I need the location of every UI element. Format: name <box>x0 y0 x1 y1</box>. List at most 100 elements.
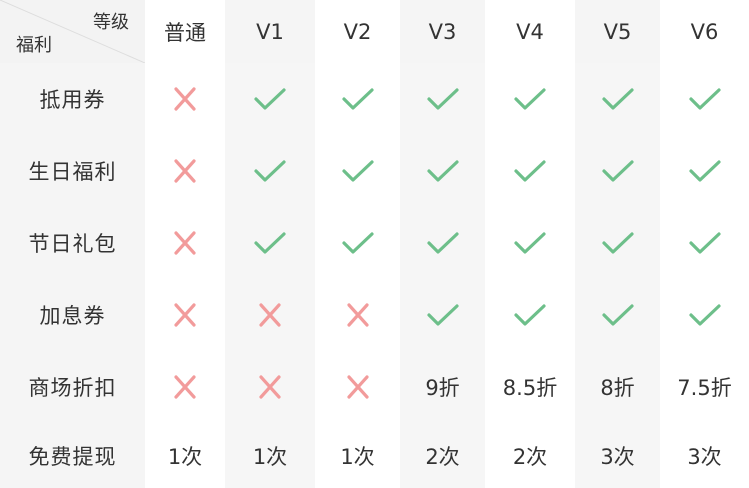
benefit-cell <box>225 279 315 351</box>
check-icon <box>426 232 459 254</box>
benefit-row: 加息券 <box>0 279 749 351</box>
benefit-cell <box>315 207 400 279</box>
benefit-cell <box>575 207 660 279</box>
level-header-5: V5 <box>575 0 660 63</box>
benefit-value: 9折 <box>425 376 460 400</box>
diagonal-divider <box>0 0 145 63</box>
benefit-cell <box>145 351 225 423</box>
benefit-cell <box>575 279 660 351</box>
benefit-row: 商场折扣 9折 8.5折 8折 7.5折 <box>0 351 749 423</box>
benefit-cell <box>400 135 485 207</box>
benefit-cell <box>400 207 485 279</box>
check-icon <box>688 232 721 254</box>
benefit-cell: 7.5折 <box>660 351 749 423</box>
benefit-cell: 8.5折 <box>485 351 575 423</box>
benefit-cell <box>225 63 315 135</box>
corner-benefit-label: 福利 <box>16 35 52 56</box>
check-icon <box>688 304 721 326</box>
benefit-cell <box>145 207 225 279</box>
benefit-value: 1次 <box>167 444 203 469</box>
level-header-1: V1 <box>225 0 315 63</box>
benefit-cell: 2次 <box>485 423 575 488</box>
check-icon <box>688 160 721 182</box>
benefit-value: 3次 <box>687 444 722 469</box>
benefit-label: 加息券 <box>0 279 145 351</box>
benefit-cell <box>315 279 400 351</box>
cross-icon <box>174 87 196 111</box>
benefit-value: 2次 <box>425 444 460 469</box>
benefit-label: 抵用券 <box>0 63 145 135</box>
benefit-row: 免费提现 1次 1次 1次 2次 2次 3次 3次 <box>0 423 749 488</box>
cross-icon <box>174 303 196 327</box>
benefit-cell <box>485 279 575 351</box>
benefit-cell <box>145 63 225 135</box>
benefit-row: 生日福利 <box>0 135 749 207</box>
benefits-table-body: 抵用券 生日福利 节日礼包 加息券 商场折扣 9折 8.5折 8折 7.5折免费提现 1次 1次 1次… <box>0 63 749 488</box>
level-header-3: V3 <box>400 0 485 63</box>
benefit-cell <box>660 63 749 135</box>
check-icon <box>514 304 546 326</box>
check-icon <box>601 88 634 110</box>
benefit-cell <box>225 207 315 279</box>
check-icon <box>341 232 374 254</box>
benefit-cell <box>145 135 225 207</box>
check-icon <box>688 88 721 110</box>
cross-icon <box>174 375 196 399</box>
level-header-0: 普通 <box>145 0 225 63</box>
cross-icon <box>346 375 369 399</box>
benefit-value: 8.5折 <box>502 376 558 400</box>
benefit-cell <box>660 207 749 279</box>
check-icon <box>601 304 634 326</box>
benefit-cell: 8折 <box>575 351 660 423</box>
benefit-cell <box>315 351 400 423</box>
benefit-cell <box>660 135 749 207</box>
benefit-cell: 3次 <box>660 423 749 488</box>
benefit-value: 1次 <box>340 444 375 469</box>
benefit-cell: 1次 <box>145 423 225 488</box>
benefit-cell: 3次 <box>575 423 660 488</box>
benefit-cell <box>225 351 315 423</box>
benefit-row: 抵用券 <box>0 63 749 135</box>
benefit-cell <box>485 63 575 135</box>
benefit-cell <box>400 279 485 351</box>
benefit-cell <box>575 135 660 207</box>
benefit-label: 生日福利 <box>0 135 145 207</box>
benefit-cell: 1次 <box>225 423 315 488</box>
benefit-cell <box>315 135 400 207</box>
benefit-value: 3次 <box>600 444 635 469</box>
benefit-label: 商场折扣 <box>0 351 145 423</box>
benefit-value: 7.5折 <box>677 376 732 400</box>
benefit-cell <box>485 135 575 207</box>
check-icon <box>254 232 286 254</box>
benefit-value: 8折 <box>600 376 635 400</box>
check-icon <box>601 232 634 254</box>
check-icon <box>426 304 459 326</box>
level-header-6: V6 <box>660 0 749 63</box>
check-icon <box>514 232 546 254</box>
cross-icon <box>259 303 281 327</box>
benefit-cell <box>315 63 400 135</box>
cross-icon <box>346 303 369 327</box>
check-icon <box>254 88 286 110</box>
check-icon <box>254 160 286 182</box>
check-icon <box>341 160 374 182</box>
benefit-cell: 1次 <box>315 423 400 488</box>
check-icon <box>601 160 634 182</box>
benefit-cell <box>575 63 660 135</box>
check-icon <box>341 88 374 110</box>
cross-icon <box>174 231 196 255</box>
check-icon <box>426 160 459 182</box>
corner-cell: 等级 福利 <box>0 0 145 63</box>
level-header-4: V4 <box>485 0 575 63</box>
benefit-row: 节日礼包 <box>0 207 749 279</box>
check-icon <box>514 88 546 110</box>
benefit-cell <box>485 207 575 279</box>
benefit-cell: 9折 <box>400 351 485 423</box>
benefit-value: 1次 <box>252 444 288 469</box>
header-row: 等级 福利 普通 V1 V2 V3 V4 V5 V6 <box>0 0 749 63</box>
benefit-label: 免费提现 <box>0 423 145 488</box>
benefit-cell <box>225 135 315 207</box>
benefit-value: 2次 <box>512 444 548 469</box>
